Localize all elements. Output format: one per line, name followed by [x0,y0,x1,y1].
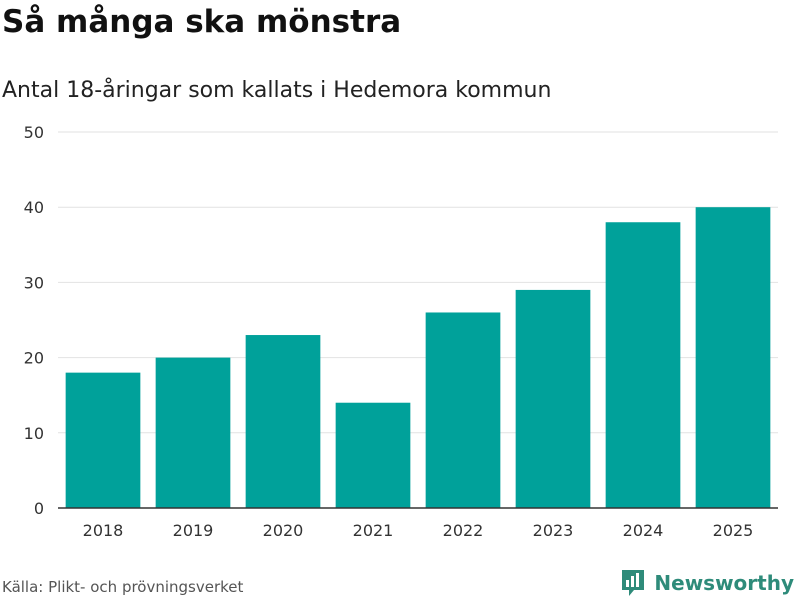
y-tick-label: 30 [24,273,44,292]
y-tick-label: 50 [24,123,44,142]
bar-2025 [695,207,771,508]
bar-2023 [515,289,591,508]
chart-title: Så många ska mönstra [2,4,402,40]
brand-name: Newsworthy [654,571,794,595]
x-tick-label: 2020 [263,521,304,540]
x-tick-label: 2024 [623,521,664,540]
bar-2019 [155,357,231,508]
bar-2020 [245,335,321,508]
bars [65,207,771,509]
source-note: Källa: Plikt- och prövningsverket [2,578,244,596]
x-tick-label: 2022 [443,521,484,540]
x-tick-label: 2021 [353,521,394,540]
brand-logo[interactable]: Newsworthy [620,568,794,598]
bar-chart-icon [622,570,645,596]
bar-2024 [605,222,681,509]
axes: 0 10 20 30 40 50 2018 2019 2020 2021 2022 2023 2024 2… [24,123,778,540]
x-tick-label: 2025 [713,521,754,540]
y-tick-label: 0 [34,499,44,518]
x-tick-label: 2018 [83,521,124,540]
y-tick-label: 10 [24,424,44,443]
bar-2022 [425,312,501,508]
chart-subtitle: Antal 18-åringar som kallats i Hedemora … [2,78,552,103]
y-tick-label: 20 [24,349,44,368]
bar-2018 [65,372,141,508]
x-tick-label: 2023 [533,521,574,540]
y-tick-label: 40 [24,198,44,217]
x-tick-label: 2019 [173,521,214,540]
bar-2021 [335,402,411,508]
